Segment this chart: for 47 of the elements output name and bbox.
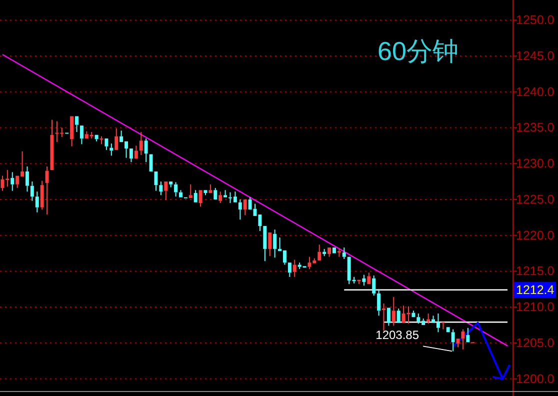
candlestick [10,172,14,192]
candlestick [188,184,192,198]
y-tick-label: 1200.0 [516,372,554,386]
candlestick [382,302,386,332]
candlestick [154,171,158,192]
candlestick [129,148,133,163]
candlestick [159,181,163,196]
candlestick [441,322,445,330]
y-tick-label: 1240.0 [516,84,554,99]
candlestick [263,226,267,262]
y-tick-label: 1220.0 [516,228,554,242]
candlestick [238,198,242,220]
annotation: 1203.85 [376,328,420,342]
candlestick [377,288,381,316]
candlestick [273,229,277,258]
candlestick [362,274,366,286]
text: 60分钟 [378,36,458,66]
candlestick [164,182,168,201]
candlestick [386,308,390,326]
candlestick [451,328,455,352]
candlestick [392,296,396,326]
y-tick-label: 1225.0 [516,192,554,206]
candlestick [45,166,49,216]
candlestick [198,190,202,208]
y-tick-label: 1215.0 [516,264,554,278]
candlestick [80,126,84,145]
candlestick [30,181,34,202]
y-tick-label: 1205.0 [516,336,554,350]
candlestick [412,310,416,318]
candlestick [318,244,322,260]
y-tick-label: 1245.0 [516,48,554,63]
y-tick-label: 1235.0 [516,120,554,135]
candlestick [268,232,272,257]
candlestick [208,184,212,193]
candlestick [104,138,108,150]
candlestick [35,191,39,213]
candlestick [139,132,143,156]
candlestick [75,116,78,133]
candlestick [26,166,29,192]
annotation: 1212.4 [516,282,554,297]
y-tick-label: 1250.0 [516,13,554,28]
candlestick [70,116,74,147]
candlestick [194,190,198,202]
y-tick-label: 1210.0 [516,300,554,314]
y-tick-label: 1230.0 [516,156,554,171]
candlestick [174,182,178,198]
candlestick [292,259,296,278]
